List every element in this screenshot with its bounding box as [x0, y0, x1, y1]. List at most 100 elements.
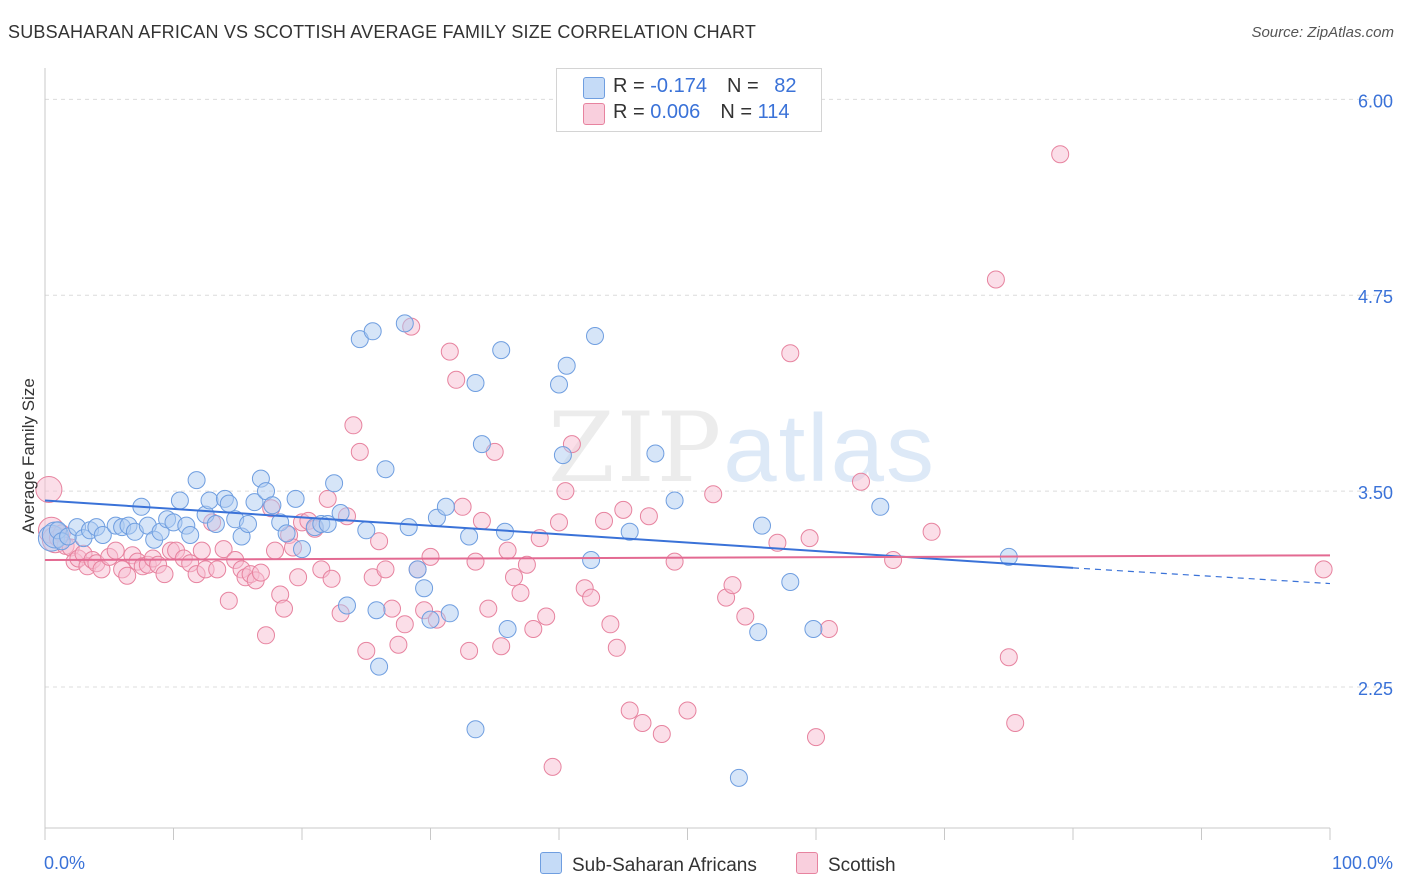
- sub-saharan-point: [239, 515, 257, 533]
- scottish-point: [447, 370, 466, 389]
- sub-saharan-trend-extension: [1072, 567, 1331, 585]
- scottish-point: [639, 507, 658, 526]
- scottish-point: [472, 511, 491, 530]
- sub-saharan-point: [325, 474, 344, 493]
- sub-saharan-point: [200, 491, 219, 510]
- sub-saharan-point: [466, 720, 485, 739]
- sub-saharan-point: [436, 497, 455, 516]
- sub-saharan-point: [263, 496, 282, 515]
- scottish-point: [192, 541, 211, 560]
- sub-saharan-point: [804, 620, 823, 638]
- watermark-atlas: atlas: [723, 395, 936, 502]
- scottish-point: [498, 541, 517, 560]
- scottish-point: [517, 555, 536, 574]
- scottish-point: [543, 757, 562, 776]
- sub-saharan-point: [357, 521, 376, 540]
- sub-saharan-point: [472, 435, 491, 454]
- scottish-point: [678, 701, 697, 720]
- scottish-point: [633, 714, 652, 732]
- zipatlas-watermark: ZIPatlas: [548, 392, 936, 504]
- scottish-point: [383, 599, 401, 618]
- scottish-points: [35, 145, 1333, 776]
- scottish-point: [208, 560, 227, 579]
- sub-saharan-point: [492, 341, 511, 360]
- scottish-point: [251, 563, 270, 582]
- bottom-legend-label: Scottish: [828, 855, 896, 876]
- scottish-point: [665, 552, 684, 571]
- scottish-point: [986, 270, 1005, 289]
- bottom-legend-label: Sub-Saharan Africans: [572, 855, 757, 876]
- trend-lines: [44, 499, 1331, 585]
- scottish-point: [219, 591, 238, 610]
- sub-saharan-point: [753, 516, 771, 535]
- scottish-point: [106, 541, 125, 560]
- sub-saharan-points: [37, 314, 1018, 787]
- legend-swatch-pink: [583, 103, 605, 125]
- sub-saharan-point: [245, 493, 264, 512]
- scottish-point: [781, 344, 800, 363]
- scottish-point: [537, 607, 556, 626]
- chart-title: SUBSAHARAN AFRICAN VS SCOTTISH AVERAGE F…: [8, 22, 757, 42]
- sub-saharan-point: [498, 620, 517, 638]
- sub-saharan-point: [206, 515, 225, 533]
- scottish-point: [155, 565, 174, 584]
- scottish-point: [550, 513, 568, 532]
- scottish-point: [440, 342, 459, 361]
- scottish-point: [318, 489, 337, 508]
- scottish-point: [421, 547, 440, 566]
- legend-r-label: R =: [613, 101, 651, 123]
- scottish-point: [768, 533, 787, 552]
- scottish-point: [395, 615, 414, 634]
- sub-saharan-point: [440, 604, 459, 623]
- sub-saharan-point: [553, 446, 572, 465]
- scottish-point: [511, 583, 530, 602]
- sub-saharan-point: [187, 471, 206, 490]
- legend-r-value: -0.174: [650, 75, 707, 97]
- x-tick-label: 0.0%: [44, 853, 85, 873]
- sub-saharan-point: [620, 522, 639, 541]
- scottish-point: [479, 599, 498, 618]
- sub-saharan-point: [399, 518, 418, 537]
- scottish-point: [601, 615, 620, 634]
- scottish-point: [257, 626, 275, 645]
- scottish-point: [118, 566, 137, 585]
- scottish-point: [556, 482, 575, 501]
- scottish-point: [723, 576, 742, 595]
- source-label: Source: ZipAtlas.com: [1251, 24, 1394, 41]
- scottish-point: [266, 541, 284, 560]
- legend-n-label: N =: [726, 75, 765, 97]
- sub-saharan-point: [665, 491, 684, 510]
- x-tick-label: 100.0%: [1332, 853, 1393, 873]
- bottom-legend-swatch-blue: [540, 852, 562, 874]
- bottom-legend-scottish: Scottish: [796, 852, 896, 876]
- sub-saharan-point: [286, 489, 305, 508]
- sub-saharan-point: [93, 526, 112, 544]
- sub-saharan-point: [219, 494, 238, 513]
- bottom-legend-swatch-pink: [796, 852, 818, 874]
- y-tick-label: 2.25: [1358, 679, 1393, 699]
- sub-saharan-point: [181, 526, 200, 544]
- y-tick-label: 6.00: [1358, 91, 1393, 111]
- scottish-point: [505, 568, 523, 587]
- scottish-point: [704, 485, 723, 504]
- scottish-point: [800, 529, 819, 548]
- sub-saharan-point: [338, 596, 356, 615]
- sub-saharan-point: [582, 551, 601, 569]
- scottish-point: [376, 560, 395, 579]
- sub-saharan-point: [871, 497, 890, 516]
- scottish-point: [492, 637, 511, 656]
- axes: [44, 68, 1330, 829]
- scottish-point: [922, 522, 941, 541]
- legend-r-value: 0.006: [650, 101, 701, 123]
- scottish-point: [214, 540, 233, 559]
- sub-saharan-point: [376, 460, 395, 479]
- scottish-point: [595, 511, 613, 530]
- sub-saharan-point: [395, 314, 414, 333]
- scottish-point: [607, 638, 626, 657]
- scottish-point: [1314, 560, 1333, 579]
- scottish-point: [524, 620, 543, 638]
- sub-saharan-point: [557, 356, 576, 375]
- scottish-point: [652, 725, 671, 743]
- sub-saharan-point: [586, 327, 604, 345]
- sub-saharan-point: [408, 560, 427, 579]
